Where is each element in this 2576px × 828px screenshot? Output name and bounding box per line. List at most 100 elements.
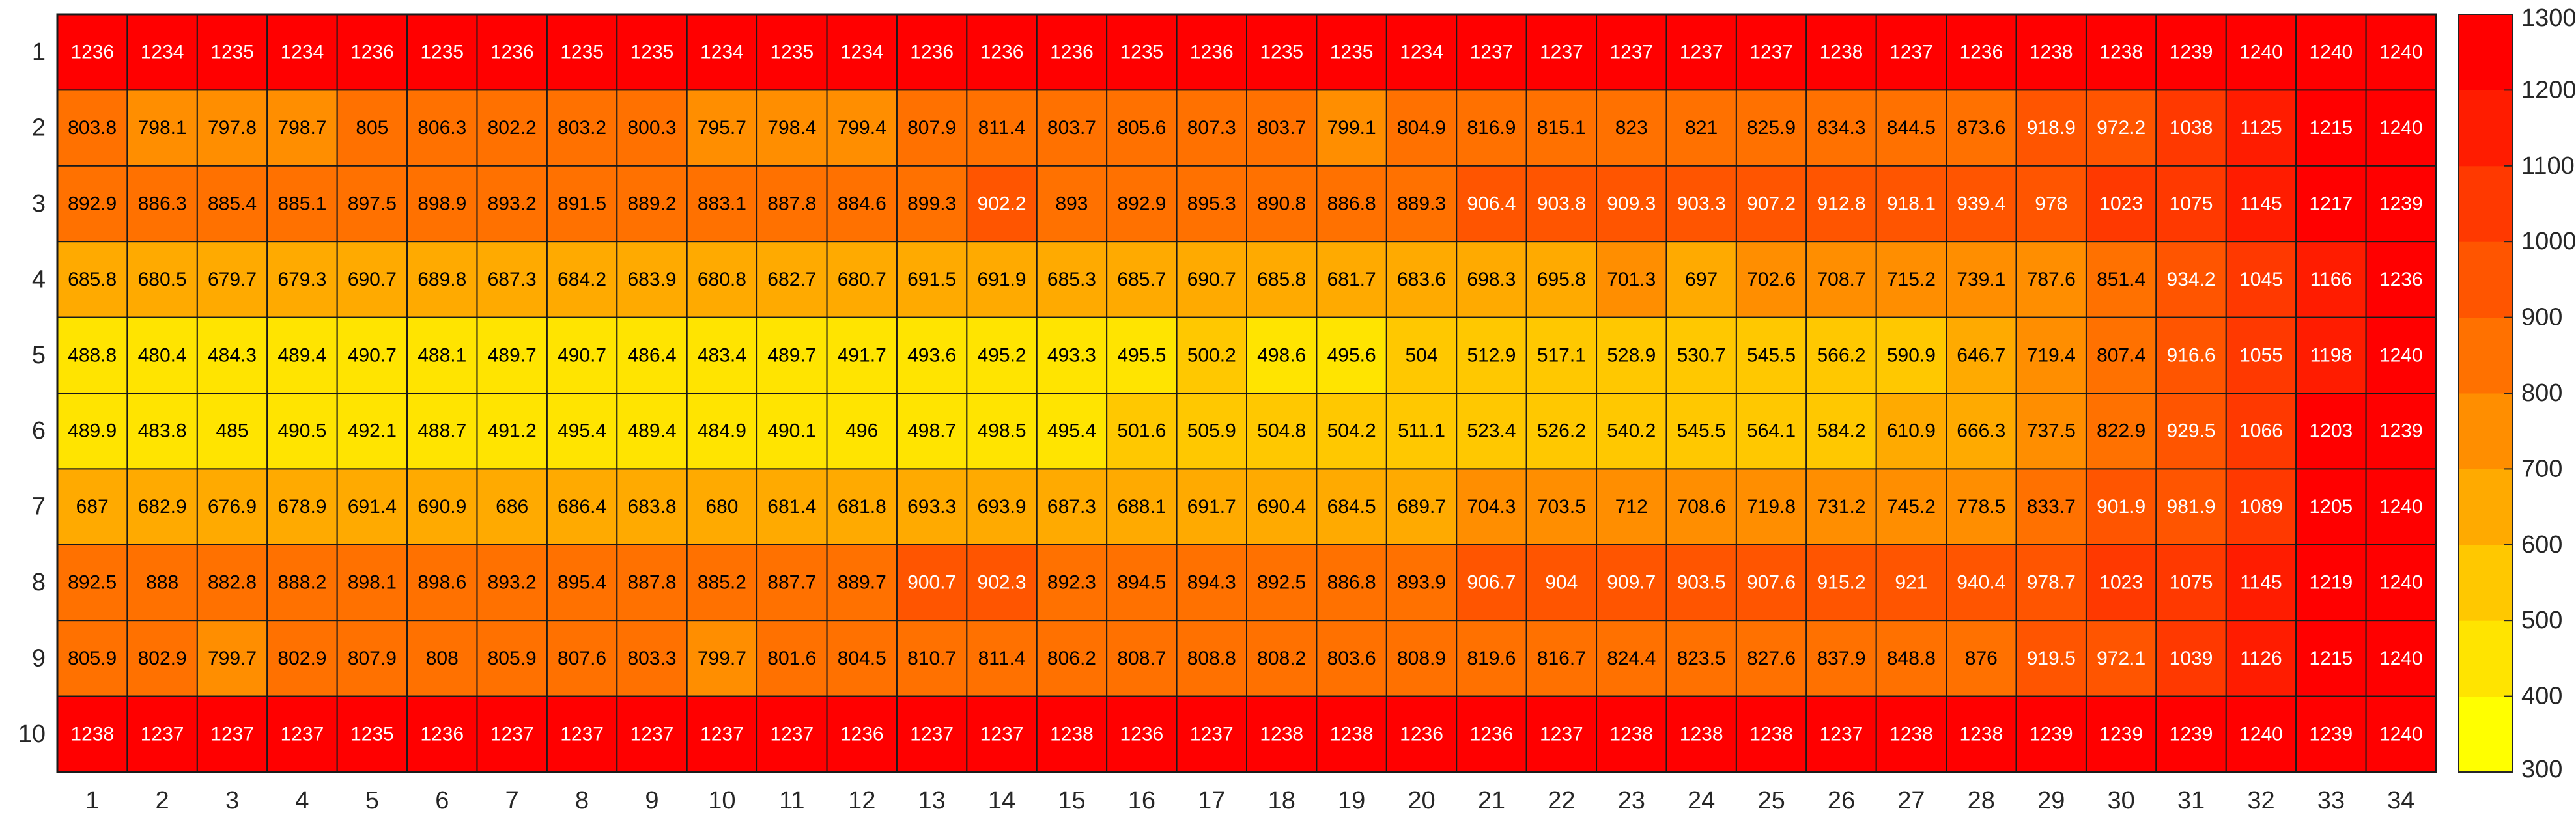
- cell-value-label: 1235: [1120, 42, 1164, 63]
- cell-value-label: 703.5: [1537, 496, 1586, 518]
- heatmap-cell: [1665, 695, 1737, 773]
- cell-value-label: 909.3: [1607, 193, 1656, 215]
- cell-value-label: 708.6: [1677, 496, 1726, 518]
- heatmap-cell: [2155, 165, 2227, 243]
- cell-value-label: 801.6: [767, 648, 816, 669]
- cell-value-label: 929.5: [2167, 421, 2216, 442]
- heatmap-cell: [826, 14, 898, 91]
- cell-value-label: 689.7: [1397, 496, 1446, 518]
- x-tick-label: 12: [848, 787, 875, 814]
- cell-value-label: 897.5: [348, 193, 397, 215]
- colorbar-segment: [2459, 165, 2512, 242]
- cell-value-label: 921: [1895, 572, 1927, 594]
- heatmap-cell: [2295, 468, 2367, 545]
- heatmap-cell: [196, 393, 268, 470]
- cell-value-label: 823.5: [1677, 648, 1726, 669]
- cell-value-label: 1237: [1540, 723, 1583, 745]
- heatmap-cell: [686, 695, 758, 773]
- cell-value-label: 486.4: [627, 344, 676, 366]
- cell-value-label: 889.3: [1397, 193, 1446, 215]
- heatmap-cell: [896, 544, 968, 622]
- heatmap-cell: [196, 620, 268, 697]
- cell-value-label: 483.8: [138, 421, 187, 442]
- colorbar-tick-label: 800: [2521, 380, 2562, 407]
- heatmap-cell: [896, 316, 968, 394]
- cell-value-label: 1045: [2239, 269, 2283, 290]
- cell-value-label: 498.6: [1257, 344, 1306, 366]
- cell-value-label: 907.2: [1747, 193, 1796, 215]
- cell-value-label: 495.5: [1117, 344, 1166, 366]
- heatmap-cell-labels: 1236 1234 1235 1234 1236 1235 1236 1235 1235 1234…: [68, 42, 2423, 745]
- cell-value-label: 807.4: [2097, 344, 2145, 366]
- heatmap-cell: [476, 468, 548, 545]
- colorbar-segment: [2459, 90, 2512, 167]
- heatmap-cell: [2155, 316, 2227, 394]
- heatmap-cell: [1875, 241, 1947, 318]
- heatmap-cell: [616, 468, 688, 545]
- heatmap-cell: [1665, 468, 1737, 545]
- heatmap-cell: [1106, 316, 1178, 394]
- cell-value-label: 704.3: [1467, 496, 1516, 518]
- cell-value-label: 683.8: [627, 496, 676, 518]
- cell-value-label: 898.1: [348, 572, 397, 594]
- heatmap-cell: [966, 241, 1038, 318]
- cell-value-label: 690.7: [1187, 269, 1236, 290]
- cell-value-label: 1238: [1959, 723, 2003, 745]
- cell-value-label: 918.9: [2027, 117, 2076, 139]
- cell-value-label: 1205: [2310, 496, 2353, 518]
- cell-value-label: 1235: [630, 42, 674, 63]
- cell-value-label: 685.3: [1047, 269, 1096, 290]
- cell-value-label: 886.8: [1327, 572, 1376, 594]
- cell-value-label: 778.5: [1957, 496, 2005, 518]
- heatmap-cell: [756, 695, 828, 773]
- heatmap-cell: [2365, 89, 2437, 167]
- heatmap-cell: [126, 468, 198, 545]
- cell-value-label: 888.2: [277, 572, 326, 594]
- heatmap-cell: [686, 241, 758, 318]
- cell-value-label: 797.8: [208, 117, 257, 139]
- colorbar-tick-label: 600: [2521, 531, 2562, 559]
- cell-value-label: 693.3: [907, 496, 956, 518]
- heatmap-cell: [126, 14, 198, 91]
- cell-value-label: 805.9: [488, 648, 537, 669]
- cell-value-label: 1237: [980, 723, 1024, 745]
- cell-value-label: 1125: [2240, 117, 2282, 139]
- heatmap-cell: [2015, 165, 2087, 243]
- cell-value-label: 681.4: [767, 496, 816, 518]
- y-tick-label: 4: [32, 266, 46, 293]
- cell-value-label: 802.2: [488, 117, 537, 139]
- heatmap-cell: [1036, 89, 1108, 167]
- y-tick-label: 1: [32, 38, 46, 66]
- heatmap-cell: [1946, 14, 2017, 91]
- cell-value-label: 488.8: [68, 344, 117, 366]
- cell-value-label: 504.2: [1327, 421, 1376, 442]
- cell-value-label: 491.2: [488, 421, 537, 442]
- cell-value-label: 500.2: [1187, 344, 1236, 366]
- cell-value-label: 683.9: [627, 269, 676, 290]
- x-tick-label: 9: [645, 787, 658, 814]
- cell-value-label: 1238: [1820, 42, 1863, 63]
- cell-value-label: 822.9: [2097, 421, 2145, 442]
- heatmap-cell: [2225, 89, 2297, 167]
- cell-value-label: 895.4: [558, 572, 606, 594]
- cell-value-label: 1039: [2170, 648, 2213, 669]
- cell-value-label: 803.7: [1257, 117, 1306, 139]
- heatmap-cell: [1246, 316, 1318, 394]
- cell-value-label: 904: [1545, 572, 1578, 594]
- cell-value-label: 892.5: [68, 572, 117, 594]
- cell-value-label: 889.2: [627, 193, 676, 215]
- heatmap-cell: [266, 695, 338, 773]
- cell-value-label: 888: [146, 572, 178, 594]
- heatmap-cell: [1525, 468, 1598, 545]
- heatmap-cell: [1946, 165, 2017, 243]
- cell-value-label: 1055: [2239, 344, 2283, 366]
- heatmap-cell: [1596, 165, 1667, 243]
- heatmap-cell: [1735, 14, 1807, 91]
- heatmap-cell: [826, 544, 898, 622]
- cell-value-label: 915.2: [1817, 572, 1865, 594]
- cell-value-label: 807.9: [348, 648, 397, 669]
- cell-value-label: 1236: [1190, 42, 1234, 63]
- x-tick-label: 2: [156, 787, 169, 814]
- cell-value-label: 816.7: [1537, 648, 1586, 669]
- x-tick-label: 11: [779, 787, 804, 814]
